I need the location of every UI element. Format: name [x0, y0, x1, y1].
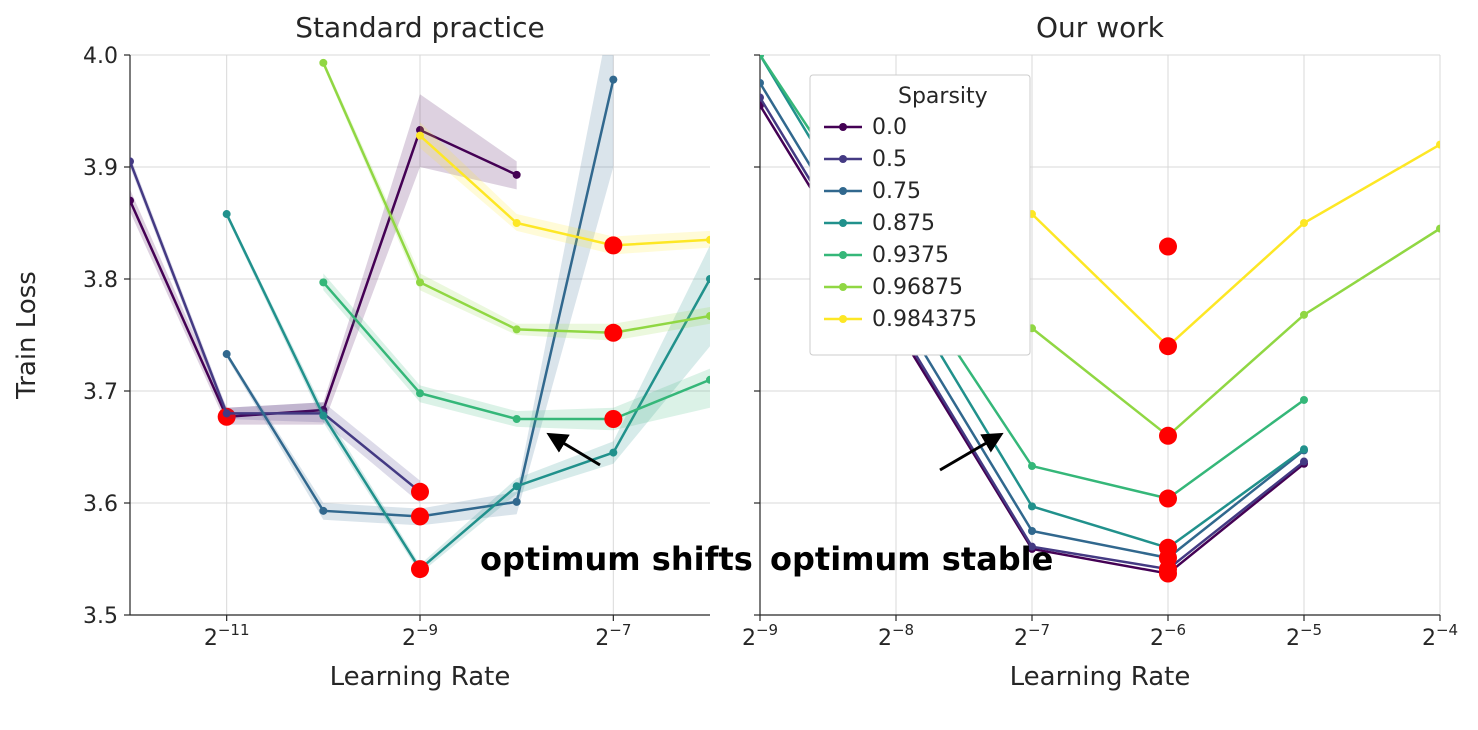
optimum-marker — [604, 410, 622, 428]
series-line — [130, 161, 420, 491]
series-marker — [319, 278, 327, 286]
legend-title: Sparsity — [898, 84, 988, 109]
xtick-label: 2−9 — [742, 621, 778, 651]
series-marker — [223, 409, 231, 417]
series-marker — [513, 498, 521, 506]
legend-swatch-marker — [839, 219, 847, 227]
series-marker — [513, 219, 521, 227]
legend-swatch-marker — [839, 187, 847, 195]
series-marker — [416, 389, 424, 397]
optimum-marker — [604, 324, 622, 342]
y-axis-label: Train Loss — [12, 271, 42, 400]
legend-item-label: 0.0 — [872, 115, 907, 140]
legend-swatch-marker — [839, 315, 847, 323]
series-marker — [126, 197, 134, 205]
series-marker — [756, 79, 764, 87]
legend-item-label: 0.9375 — [872, 243, 949, 268]
series-marker — [1436, 141, 1444, 149]
series-marker — [609, 449, 617, 457]
dual-line-chart: Train Loss 3.5 3.6 3.7 3.8 3.9 4.0 2−11 2−9 2−7 Le… — [0, 0, 1478, 730]
series-marker — [223, 210, 231, 218]
optimum-marker — [411, 560, 429, 578]
series-marker — [416, 132, 424, 140]
series-marker — [223, 350, 231, 358]
confidence-band — [130, 94, 517, 424]
series-marker — [706, 376, 714, 384]
series-marker — [513, 415, 521, 423]
annotation-text: optimum stable — [770, 540, 1053, 578]
optimum-marker — [1159, 539, 1177, 557]
legend: Sparsity 0.0 0.5 0.75 0.875 0.9375 0.96875 0.98… — [810, 75, 1030, 355]
series-marker — [416, 278, 424, 286]
legend-swatch-marker — [839, 123, 847, 131]
optimum-marker — [1159, 238, 1177, 256]
legend-item-label: 0.984375 — [872, 307, 977, 332]
series-marker — [706, 275, 714, 283]
xtick-label: 2−7 — [595, 621, 631, 651]
legend-item-label: 0.96875 — [872, 275, 963, 300]
optimum-marker — [1159, 337, 1177, 355]
series-marker — [756, 94, 764, 102]
x-axis-label: Learning Rate — [330, 662, 511, 692]
legend-swatch-marker — [839, 283, 847, 291]
ytick-label: 3.9 — [83, 156, 118, 181]
xtick-label: 2−8 — [878, 621, 914, 651]
series-line — [1032, 145, 1440, 347]
series-marker — [1028, 462, 1036, 470]
xtick-label: 2−6 — [1150, 621, 1186, 651]
series-marker — [319, 507, 327, 515]
xtick-label: 2−5 — [1286, 621, 1322, 651]
optimum-marker — [1159, 427, 1177, 445]
series-marker — [1300, 219, 1308, 227]
legend-item-label: 0.5 — [872, 147, 907, 172]
series-marker — [319, 59, 327, 67]
panel-title: Standard practice — [295, 11, 545, 44]
legend-swatch-marker — [839, 251, 847, 259]
optimum-marker — [411, 483, 429, 501]
series-marker — [1028, 527, 1036, 535]
legend-item-label: 0.875 — [872, 211, 935, 236]
confidence-band — [323, 59, 710, 340]
optimum-marker — [1159, 490, 1177, 508]
series-marker — [1436, 225, 1444, 233]
series-marker — [609, 76, 617, 84]
legend-item-label: 0.75 — [872, 179, 921, 204]
legend-swatch-marker — [839, 155, 847, 163]
ytick-label: 4.0 — [83, 44, 118, 69]
series-marker — [513, 482, 521, 490]
optimum-marker — [604, 236, 622, 254]
x-axis-label: Learning Rate — [1010, 662, 1191, 692]
confidence-band — [130, 156, 420, 503]
series-marker — [126, 157, 134, 165]
ytick-label: 3.7 — [83, 380, 118, 405]
xtick-label: 2−9 — [402, 621, 438, 651]
confidence-band — [323, 273, 710, 430]
series-marker — [319, 412, 327, 420]
series-marker — [513, 325, 521, 333]
optimum-marker — [411, 507, 429, 525]
xtick-label: 2−11 — [204, 621, 250, 651]
series-marker — [1028, 502, 1036, 510]
series-marker — [706, 312, 714, 320]
series-marker — [1300, 458, 1308, 466]
series-marker — [706, 236, 714, 244]
ytick-label: 3.6 — [83, 492, 118, 517]
xtick-label: 2−7 — [1014, 621, 1050, 651]
series-line — [1032, 229, 1440, 436]
xtick-label: 2−4 — [1422, 621, 1458, 651]
series-marker — [1300, 396, 1308, 404]
annotation-text: optimum shifts — [480, 540, 753, 578]
series-marker — [1300, 311, 1308, 319]
ytick-label: 3.8 — [83, 268, 118, 293]
panel-title: Our work — [1036, 11, 1165, 44]
series-marker — [1300, 445, 1308, 453]
series-marker — [513, 171, 521, 179]
ytick-label: 3.5 — [83, 604, 118, 629]
